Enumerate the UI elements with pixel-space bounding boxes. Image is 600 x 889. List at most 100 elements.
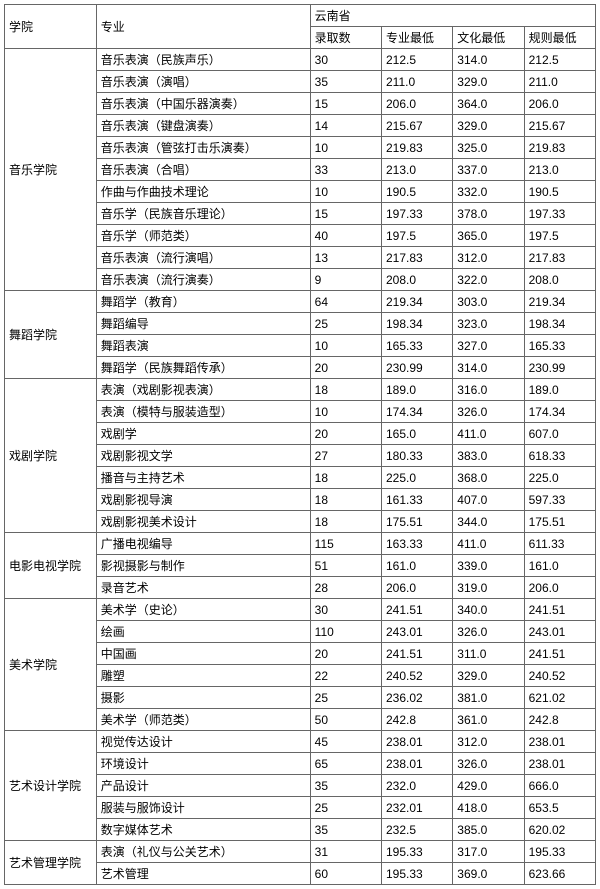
major-cell: 舞蹈编导 — [96, 313, 310, 335]
value-cell: 35 — [310, 819, 381, 841]
value-cell: 232.0 — [381, 775, 452, 797]
value-cell: 165.0 — [381, 423, 452, 445]
major-cell: 音乐表演（键盘演奏） — [96, 115, 310, 137]
value-cell: 25 — [310, 313, 381, 335]
value-cell: 230.99 — [381, 357, 452, 379]
value-cell: 60 — [310, 863, 381, 885]
table-header: 学院 专业 云南省 录取数 专业最低 文化最低 规则最低 — [5, 5, 596, 49]
value-cell: 25 — [310, 797, 381, 819]
major-cell: 音乐表演（流行演唱） — [96, 247, 310, 269]
value-cell: 326.0 — [453, 753, 524, 775]
value-cell: 329.0 — [453, 115, 524, 137]
value-cell: 215.67 — [381, 115, 452, 137]
value-cell: 197.33 — [381, 203, 452, 225]
value-cell: 236.02 — [381, 687, 452, 709]
value-cell: 64 — [310, 291, 381, 313]
value-cell: 206.0 — [381, 577, 452, 599]
value-cell: 35 — [310, 775, 381, 797]
value-cell: 411.0 — [453, 533, 524, 555]
major-cell: 音乐表演（中国乐器演奏） — [96, 93, 310, 115]
table-row: 电影电视学院广播电视编导115163.33411.0611.33 — [5, 533, 596, 555]
major-cell: 舞蹈表演 — [96, 335, 310, 357]
value-cell: 378.0 — [453, 203, 524, 225]
value-cell: 206.0 — [524, 577, 595, 599]
major-cell: 音乐表演（合唱） — [96, 159, 310, 181]
major-cell: 戏剧影视导演 — [96, 489, 310, 511]
value-cell: 190.5 — [381, 181, 452, 203]
col-majormin: 专业最低 — [381, 27, 452, 49]
major-cell: 摄影 — [96, 687, 310, 709]
value-cell: 312.0 — [453, 247, 524, 269]
value-cell: 174.34 — [524, 401, 595, 423]
value-cell: 165.33 — [381, 335, 452, 357]
value-cell: 243.01 — [381, 621, 452, 643]
value-cell: 208.0 — [381, 269, 452, 291]
major-cell: 音乐表演（流行演奏） — [96, 269, 310, 291]
value-cell: 241.51 — [524, 643, 595, 665]
value-cell: 212.5 — [381, 49, 452, 71]
value-cell: 20 — [310, 423, 381, 445]
value-cell: 165.33 — [524, 335, 595, 357]
major-cell: 表演（礼仪与公关艺术） — [96, 841, 310, 863]
value-cell: 303.0 — [453, 291, 524, 313]
major-cell: 绘画 — [96, 621, 310, 643]
value-cell: 361.0 — [453, 709, 524, 731]
value-cell: 230.99 — [524, 357, 595, 379]
major-cell: 美术学（师范类） — [96, 709, 310, 731]
value-cell: 206.0 — [524, 93, 595, 115]
college-cell: 艺术设计学院 — [5, 731, 97, 841]
value-cell: 618.33 — [524, 445, 595, 467]
value-cell: 217.83 — [381, 247, 452, 269]
college-cell: 艺术管理学院 — [5, 841, 97, 885]
value-cell: 407.0 — [453, 489, 524, 511]
value-cell: 326.0 — [453, 621, 524, 643]
value-cell: 18 — [310, 489, 381, 511]
value-cell: 242.8 — [524, 709, 595, 731]
value-cell: 35 — [310, 71, 381, 93]
value-cell: 369.0 — [453, 863, 524, 885]
table-row: 舞蹈学院舞蹈学（教育）64219.34303.0219.34 — [5, 291, 596, 313]
value-cell: 242.8 — [381, 709, 452, 731]
value-cell: 195.33 — [524, 841, 595, 863]
value-cell: 195.33 — [381, 841, 452, 863]
value-cell: 25 — [310, 687, 381, 709]
value-cell: 208.0 — [524, 269, 595, 291]
value-cell: 325.0 — [453, 137, 524, 159]
value-cell: 213.0 — [524, 159, 595, 181]
value-cell: 238.01 — [381, 753, 452, 775]
value-cell: 28 — [310, 577, 381, 599]
value-cell: 215.67 — [524, 115, 595, 137]
major-cell: 广播电视编导 — [96, 533, 310, 555]
value-cell: 174.34 — [381, 401, 452, 423]
major-cell: 美术学（史论） — [96, 599, 310, 621]
table-body: 音乐学院音乐表演（民族声乐）30212.5314.0212.5音乐表演（演唱）3… — [5, 49, 596, 885]
value-cell: 319.0 — [453, 577, 524, 599]
value-cell: 30 — [310, 599, 381, 621]
value-cell: 219.83 — [524, 137, 595, 159]
value-cell: 241.51 — [381, 599, 452, 621]
major-cell: 服装与服饰设计 — [96, 797, 310, 819]
value-cell: 51 — [310, 555, 381, 577]
value-cell: 65 — [310, 753, 381, 775]
major-cell: 影视摄影与制作 — [96, 555, 310, 577]
value-cell: 18 — [310, 379, 381, 401]
value-cell: 225.0 — [524, 467, 595, 489]
value-cell: 344.0 — [453, 511, 524, 533]
college-cell: 电影电视学院 — [5, 533, 97, 599]
value-cell: 206.0 — [381, 93, 452, 115]
value-cell: 198.34 — [524, 313, 595, 335]
value-cell: 316.0 — [453, 379, 524, 401]
value-cell: 314.0 — [453, 49, 524, 71]
value-cell: 611.33 — [524, 533, 595, 555]
value-cell: 10 — [310, 401, 381, 423]
major-cell: 作曲与作曲技术理论 — [96, 181, 310, 203]
value-cell: 238.01 — [524, 753, 595, 775]
col-province: 云南省 — [310, 5, 595, 27]
value-cell: 339.0 — [453, 555, 524, 577]
value-cell: 368.0 — [453, 467, 524, 489]
value-cell: 115 — [310, 533, 381, 555]
value-cell: 30 — [310, 49, 381, 71]
value-cell: 322.0 — [453, 269, 524, 291]
value-cell: 623.66 — [524, 863, 595, 885]
value-cell: 180.33 — [381, 445, 452, 467]
